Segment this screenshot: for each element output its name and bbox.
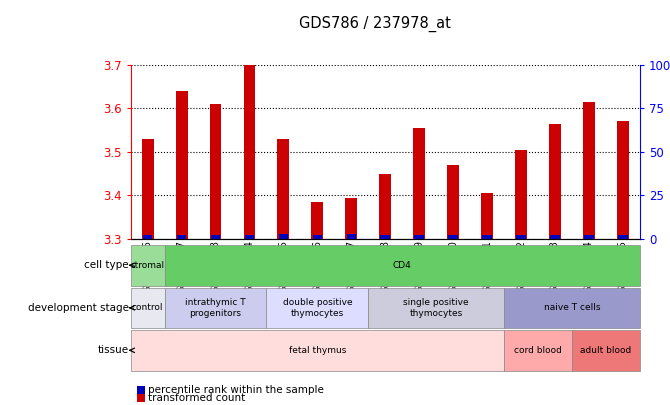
Bar — [143, 235, 152, 239]
Text: percentile rank within the sample: percentile rank within the sample — [148, 385, 324, 395]
Text: stromal: stromal — [131, 261, 165, 270]
Bar — [584, 235, 594, 239]
Bar — [482, 235, 492, 239]
Bar — [617, 122, 629, 239]
Bar — [177, 235, 186, 239]
Bar — [345, 198, 357, 239]
Bar — [517, 235, 526, 239]
Text: single positive
thymocytes: single positive thymocytes — [403, 298, 469, 318]
Bar — [176, 91, 188, 239]
Bar — [243, 65, 255, 239]
Text: cell type: cell type — [84, 260, 129, 270]
Text: GDS786 / 237978_at: GDS786 / 237978_at — [299, 16, 451, 32]
Bar — [211, 235, 220, 239]
Bar — [381, 235, 390, 239]
Bar — [346, 234, 356, 239]
Bar — [210, 104, 222, 239]
Bar — [481, 193, 493, 239]
Text: tissue: tissue — [98, 345, 129, 355]
Bar — [515, 150, 527, 239]
Text: transformed count: transformed count — [148, 393, 245, 403]
Text: fetal thymus: fetal thymus — [289, 346, 346, 355]
Text: adult blood: adult blood — [580, 346, 632, 355]
Bar — [141, 139, 153, 239]
Bar — [448, 235, 458, 239]
Bar — [313, 235, 322, 239]
Bar — [550, 235, 559, 239]
Bar — [549, 124, 561, 239]
Bar — [245, 235, 254, 239]
Text: development stage: development stage — [27, 303, 129, 313]
Text: double positive
thymocytes: double positive thymocytes — [283, 298, 352, 318]
Text: CD4: CD4 — [393, 261, 411, 270]
Bar — [415, 235, 424, 239]
Text: naive T cells: naive T cells — [544, 303, 600, 312]
Bar — [279, 234, 288, 239]
Bar — [413, 128, 425, 239]
Bar — [277, 139, 289, 239]
Bar — [618, 235, 628, 239]
Text: intrathymic T
progenitors: intrathymic T progenitors — [185, 298, 246, 318]
Bar — [447, 165, 459, 239]
Text: cord blood: cord blood — [514, 346, 562, 355]
Bar — [583, 102, 595, 239]
Bar — [379, 174, 391, 239]
Text: control: control — [132, 303, 163, 312]
Bar — [312, 202, 324, 239]
